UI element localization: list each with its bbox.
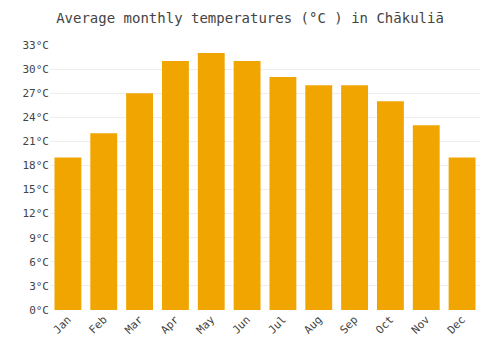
svg-text:Sep: Sep xyxy=(337,313,360,336)
svg-text:Jun: Jun xyxy=(230,313,253,336)
svg-text:3°C: 3°C xyxy=(29,280,49,293)
svg-text:24°C: 24°C xyxy=(23,111,50,124)
svg-text:33°C: 33°C xyxy=(23,39,50,52)
svg-text:Dec: Dec xyxy=(445,313,468,336)
svg-text:30°C: 30°C xyxy=(23,63,50,76)
svg-text:15°C: 15°C xyxy=(23,183,50,196)
svg-text:0°C: 0°C xyxy=(29,304,49,317)
svg-text:Aug: Aug xyxy=(302,313,325,336)
svg-text:Jan: Jan xyxy=(51,313,74,336)
svg-text:Feb: Feb xyxy=(87,313,110,336)
svg-text:Jul: Jul xyxy=(266,313,289,336)
svg-text:Average monthly temperatures (: Average monthly temperatures (°C ) in Ch… xyxy=(56,10,444,26)
svg-text:27°C: 27°C xyxy=(23,87,50,100)
svg-text:6°C: 6°C xyxy=(29,256,49,269)
svg-text:Oct: Oct xyxy=(373,313,396,336)
svg-text:May: May xyxy=(194,313,218,337)
svg-text:Mar: Mar xyxy=(122,313,146,337)
svg-text:21°C: 21°C xyxy=(23,135,50,148)
svg-text:9°C: 9°C xyxy=(29,232,49,245)
svg-text:12°C: 12°C xyxy=(23,207,50,220)
svg-text:Nov: Nov xyxy=(409,313,433,337)
svg-text:Apr: Apr xyxy=(158,313,182,337)
svg-text:18°C: 18°C xyxy=(23,159,50,172)
